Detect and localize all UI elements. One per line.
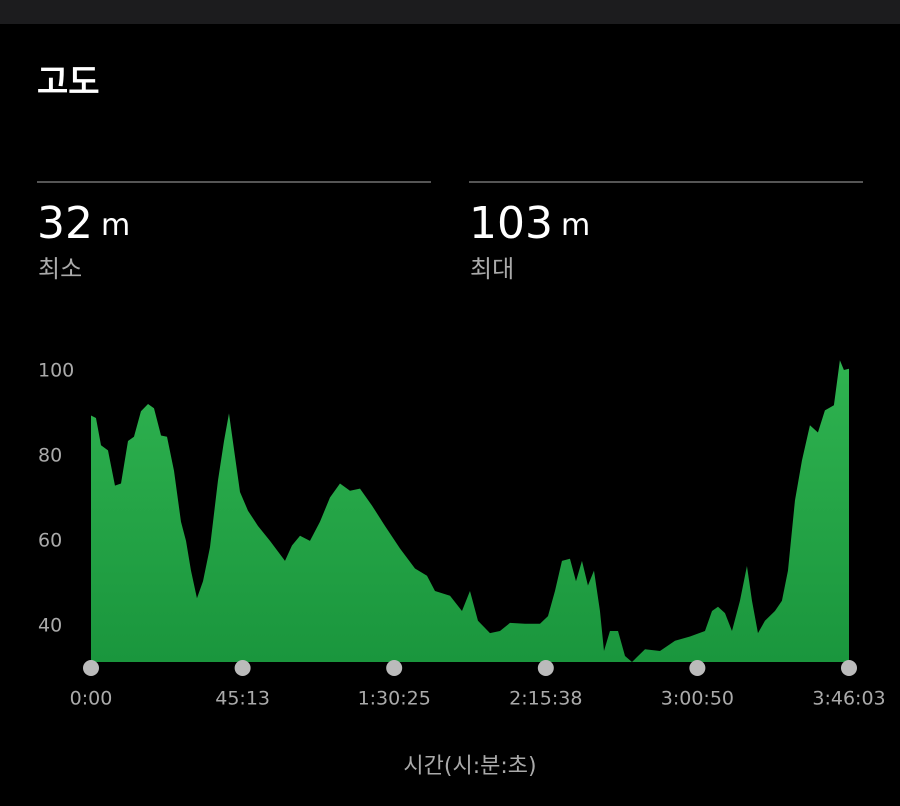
stat-number: 32 <box>37 198 93 249</box>
plot: 40 60 80 100 0:00 45:13 1:30:25 2:15:38 3:00:50 3… <box>38 360 886 710</box>
x-tick-dot <box>841 660 857 676</box>
stat-label: 최소 <box>38 255 82 283</box>
stat-label: 최대 <box>470 255 514 283</box>
x-tick-label: 0:00 <box>70 688 113 710</box>
y-tick-label: 40 <box>38 615 62 637</box>
x-tick-dot <box>537 660 554 676</box>
area <box>91 360 849 662</box>
x-tick-dot <box>234 660 251 676</box>
x-tick-dot <box>83 660 99 676</box>
x-tick-dot <box>386 660 403 676</box>
stat-value: 103 m <box>469 198 590 249</box>
title: 고도 <box>37 63 100 103</box>
top-bar <box>0 0 900 24</box>
x-tick-label: 2:15:38 <box>509 688 582 710</box>
stat-unit: m <box>561 208 590 243</box>
x-tick-label: 3:46:03 <box>812 688 885 710</box>
x-tick-dot <box>689 660 706 676</box>
x-tick-label: 1:30:25 <box>358 688 431 710</box>
stat-number: 103 <box>469 198 553 249</box>
stat-unit: m <box>101 208 130 243</box>
x-tick-label: 3:00:50 <box>661 688 734 710</box>
stat-value: 32 m <box>37 198 130 249</box>
y-tick-label: 80 <box>38 445 62 467</box>
y-tick-label: 60 <box>38 530 62 552</box>
x-tick-label: 45:13 <box>215 688 270 710</box>
x-axis-label: 시간(시:분:초) <box>403 754 536 779</box>
y-tick-label: 100 <box>38 360 74 382</box>
